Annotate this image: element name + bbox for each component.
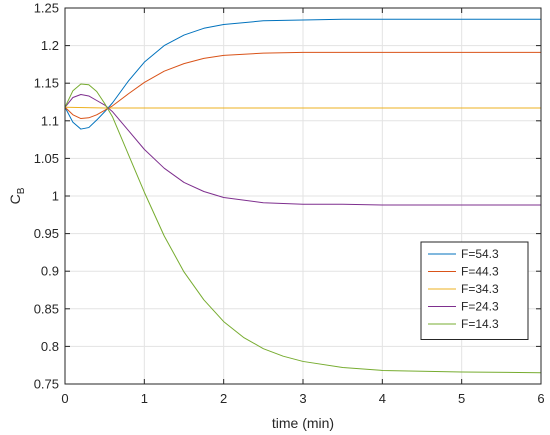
y-tick-label: 1.2 [41, 38, 59, 53]
y-tick-label: 1.05 [34, 151, 59, 166]
x-tick-label: 2 [220, 391, 227, 406]
y-tick-label: 1 [52, 189, 59, 204]
x-tick-label: 1 [141, 391, 148, 406]
series-line [64, 83, 542, 374]
legend-label: F=34.3 [461, 282, 499, 296]
legend-label: F=14.3 [461, 317, 499, 331]
series-line [64, 93, 541, 206]
x-axis-label: time (min) [272, 415, 334, 431]
x-tick-label: 0 [61, 391, 68, 406]
series-line [64, 51, 541, 120]
legend: F=54.3 F=44.3 F=34.3 F=24.3 F=14.3 [420, 241, 529, 340]
y-tick-labels: 0.75 0.8 0.85 0.9 0.95 1 1.05 1.1 1.15 1.2 1.25 [34, 1, 59, 392]
y-tick-label: 1.25 [34, 1, 59, 16]
x-tick-labels: 0 1 2 3 4 5 6 [61, 391, 544, 406]
legend-label: F=24.3 [461, 300, 499, 314]
series-line [64, 18, 541, 130]
legend-label: F=44.3 [461, 265, 499, 279]
y-tick-label: 0.75 [34, 377, 59, 392]
y-tick-label: 0.8 [41, 339, 59, 354]
legend-box [420, 241, 529, 340]
x-tick-label: 5 [458, 391, 465, 406]
x-tick-label: 6 [537, 391, 544, 406]
y-tick-label: 0.85 [34, 301, 59, 316]
x-tick-label: 3 [299, 391, 306, 406]
series-line [64, 106, 541, 109]
y-tick-label: 0.95 [34, 226, 59, 241]
axis-ticks [64, 7, 542, 385]
y-axis-label: CB [7, 187, 27, 204]
x-tick-label: 4 [379, 391, 386, 406]
y-tick-label: 1.15 [34, 76, 59, 91]
y-axis-label-main: C [7, 194, 23, 204]
y-tick-label: 1.1 [41, 113, 59, 128]
legend-label: F=54.3 [461, 247, 499, 261]
series-lines [64, 18, 542, 374]
y-tick-label: 0.9 [41, 264, 59, 279]
y-axis-label-subscript: B [16, 187, 27, 194]
